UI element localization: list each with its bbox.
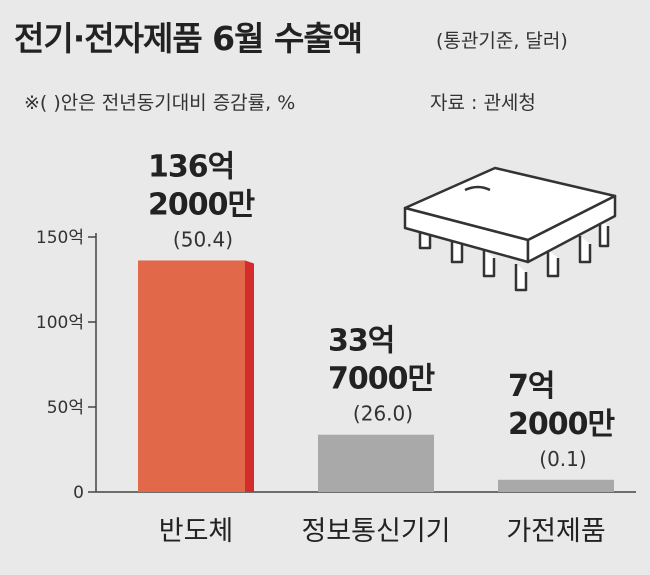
value-label-amount: 33억	[328, 324, 394, 359]
bar-side-0	[245, 260, 254, 492]
value-label-amount-sub: 2000만	[148, 187, 255, 222]
y-tick-label: 0	[73, 483, 84, 503]
change-rate-label: (50.4)	[173, 227, 233, 251]
category-label: 반도체	[159, 516, 234, 547]
category-label: 가전제품	[506, 516, 605, 547]
y-tick-label: 150억	[36, 228, 84, 248]
change-rate-label: (26.0)	[353, 402, 413, 426]
change-rate-label: (0.1)	[539, 447, 586, 471]
chart-title: 전기·전자제품 6월 수출액	[14, 19, 363, 58]
value-label-amount-sub: 7000만	[328, 362, 435, 397]
value-label-amount: 7억	[508, 369, 554, 404]
bar-1	[318, 434, 434, 492]
bars	[138, 260, 614, 492]
chart-subtitle: ※( )안은 전년동기대비 증감률, %	[24, 92, 296, 114]
microchip-icon	[403, 166, 617, 292]
value-labels: 136억2000만(50.4)33억7000만(26.0)7억2000만(0.1…	[148, 149, 616, 471]
y-tick-label: 50억	[47, 398, 84, 418]
value-label-amount: 136억	[148, 149, 234, 184]
bar-0	[138, 260, 245, 492]
source-note: 자료 : 관세청	[430, 92, 536, 114]
value-label-amount-sub: 2000만	[508, 407, 615, 442]
category-label: 정보통신기기	[301, 516, 450, 547]
y-tick-label: 100억	[36, 313, 84, 333]
category-labels: 반도체 정보통신기기 가전제품	[159, 516, 606, 547]
title-note: (통관기준, 달러)	[436, 30, 568, 52]
bar-2	[498, 479, 614, 492]
